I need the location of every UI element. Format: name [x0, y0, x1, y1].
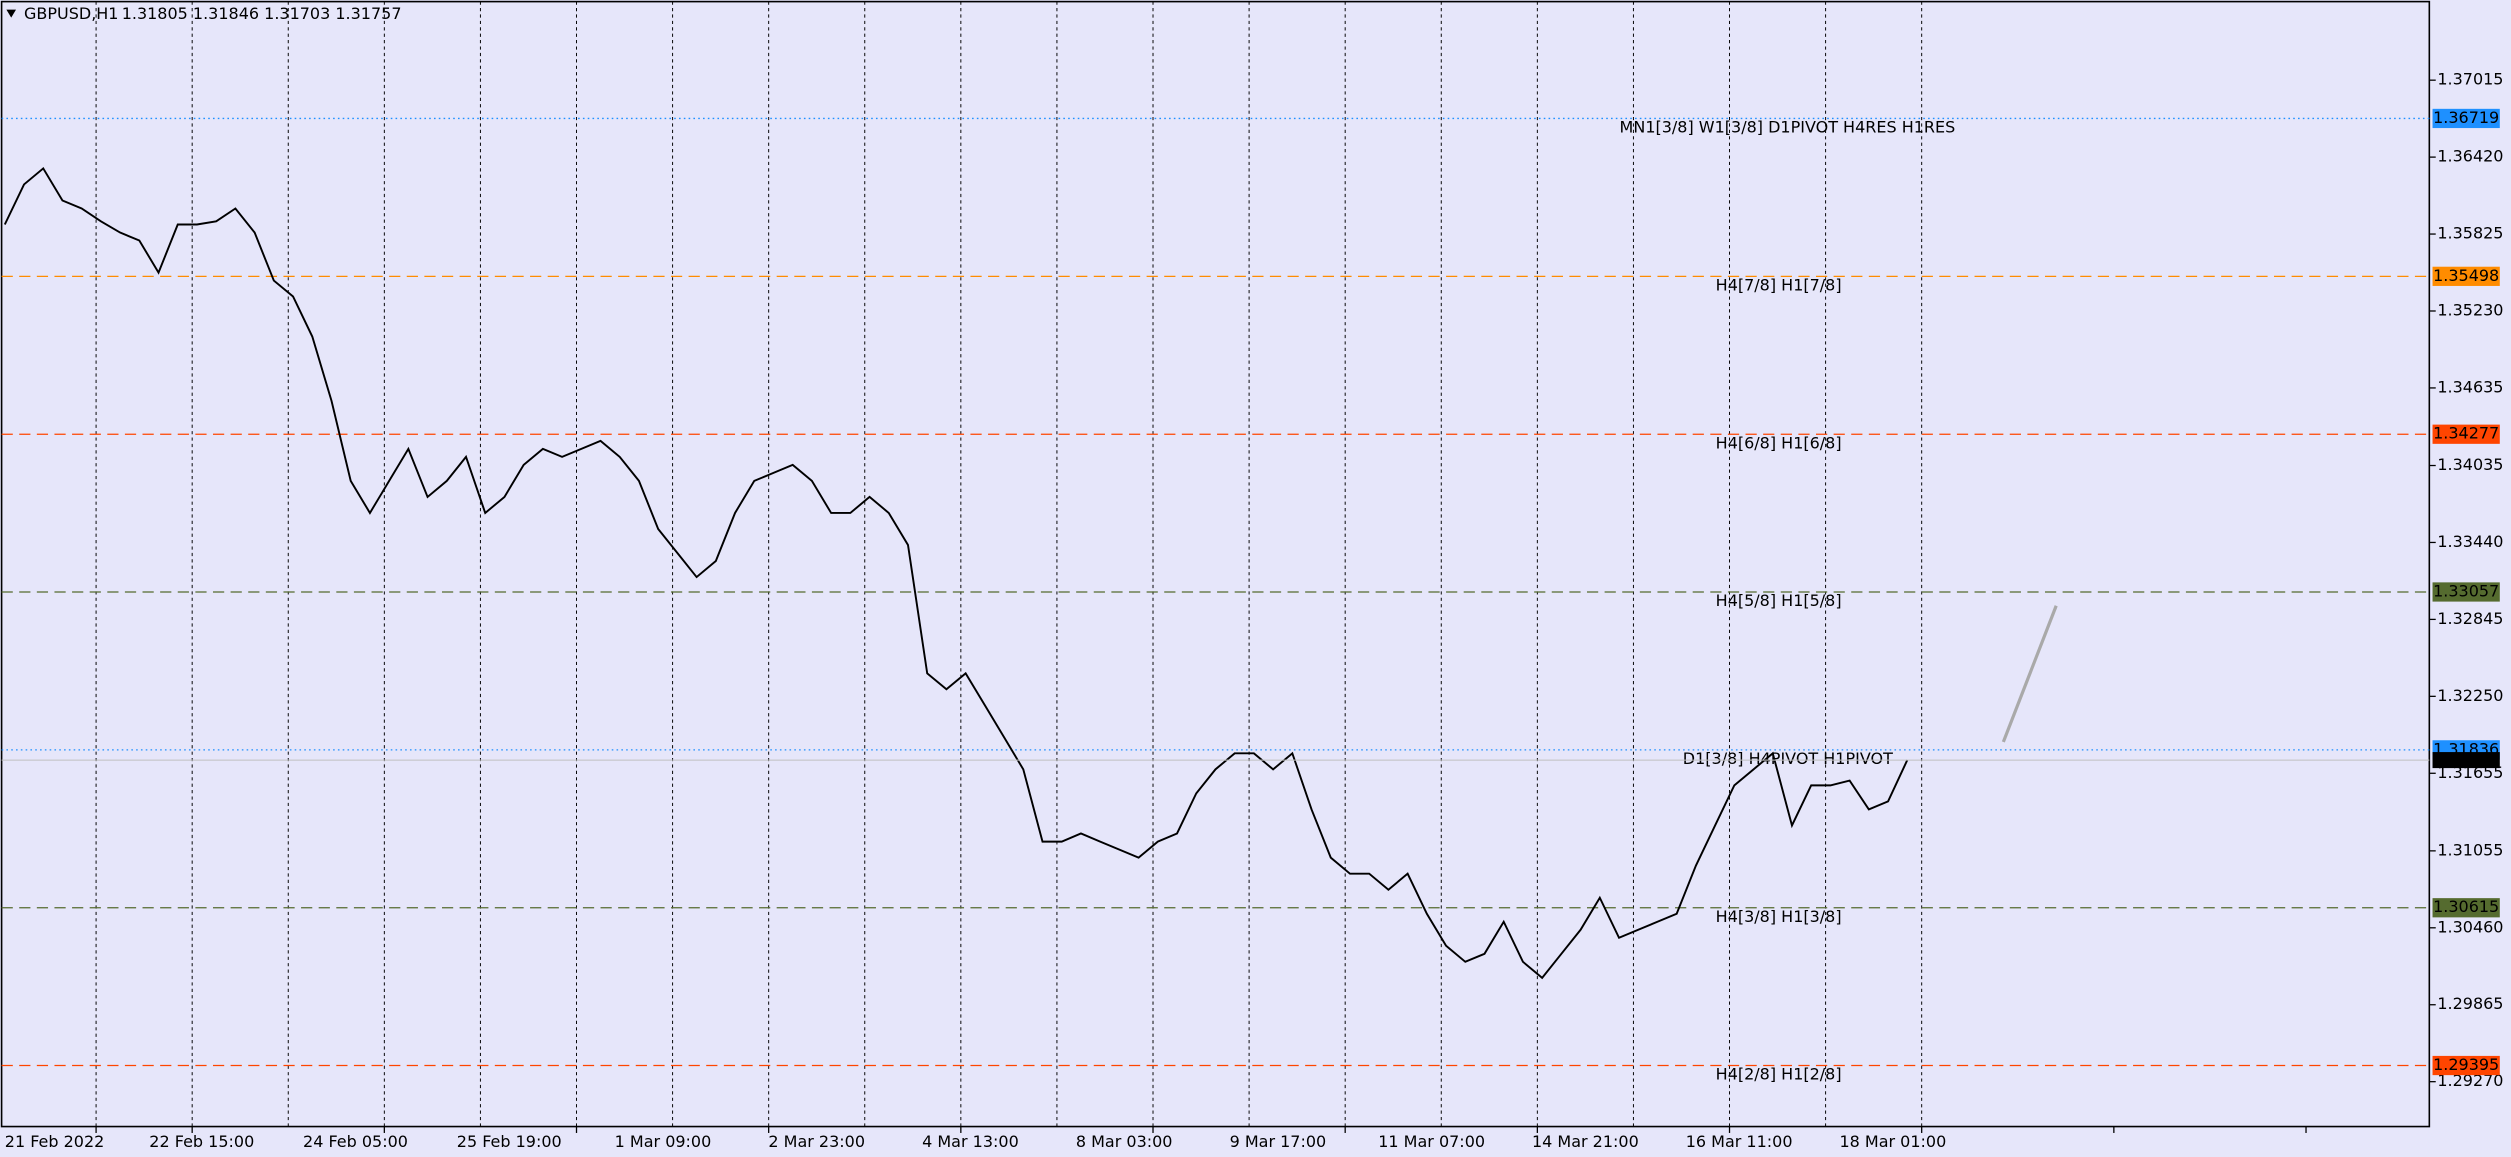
- level-tag: [2432, 424, 2500, 444]
- y-tick-label: 1.32250: [2437, 686, 2503, 705]
- y-tick-label: 1.34635: [2437, 377, 2503, 396]
- y-tick-label: 1.29865: [2437, 994, 2503, 1013]
- symbol: GBPUSD,H1: [24, 4, 118, 23]
- level-tag-label: 1.29395: [2433, 1055, 2499, 1074]
- trend-line: [2001, 605, 2058, 743]
- level-label: D1[3/8] H4PIVOT H1PIVOT: [1683, 749, 1893, 768]
- price-line: [3, 166, 1909, 980]
- x-tick-label: 18 Mar 01:00: [1839, 1132, 1946, 1151]
- x-tick-label: 22 Feb 15:00: [149, 1132, 254, 1151]
- y-tick-label: 1.31055: [2437, 840, 2503, 859]
- y-tick-label: 1.35825: [2437, 224, 2503, 243]
- level-tag-label: 1.33057: [2433, 581, 2499, 600]
- level-label: H4[2/8] H1[2/8]: [1716, 1065, 1842, 1084]
- x-tick-label: 8 Mar 03:00: [1076, 1132, 1173, 1151]
- y-tick-label: 1.34035: [2437, 455, 2503, 474]
- y-tick-label: 1.29270: [2437, 1071, 2503, 1090]
- level-tag-label: 1.34277: [2433, 424, 2499, 443]
- y-tick-label: 1.37015: [2437, 70, 2503, 89]
- level-tag-label: 1.35498: [2433, 266, 2499, 285]
- x-tick-label: 1 Mar 09:00: [615, 1132, 712, 1151]
- level-tag-label: 1.30615: [2433, 897, 2499, 916]
- plot-frame: [0, 0, 2431, 1128]
- last-price-label: 1.31757: [2433, 750, 2499, 769]
- level-label: H4[7/8] H1[7/8]: [1716, 275, 1842, 294]
- last-price-tag: [2432, 752, 2500, 769]
- level-tag: [2432, 582, 2500, 602]
- level-tag: [2432, 898, 2500, 918]
- x-tick-label: 11 Mar 07:00: [1378, 1132, 1485, 1151]
- level-label: H4[5/8] H1[5/8]: [1716, 591, 1842, 610]
- y-tick-label: 1.35230: [2437, 300, 2503, 319]
- y-tick-label: 1.36420: [2437, 147, 2503, 166]
- x-tick-label: 4 Mar 13:00: [922, 1132, 1019, 1151]
- y-tick-label: 1.30460: [2437, 917, 2503, 936]
- x-tick-label: 9 Mar 17:00: [1230, 1132, 1327, 1151]
- y-tick-label: 1.33440: [2437, 532, 2503, 551]
- x-tick-label: 25 Feb 19:00: [457, 1132, 562, 1151]
- y-tick-label: 1.32845: [2437, 609, 2503, 628]
- level-tag: [2432, 108, 2500, 129]
- ohlc: 1.31805 1.31846 1.31703 1.31757: [122, 4, 402, 23]
- level-tag: [2432, 266, 2500, 286]
- x-tick-label: 21 Feb 2022: [5, 1132, 105, 1151]
- x-tick-label: 14 Mar 21:00: [1532, 1132, 1639, 1151]
- level-tag: [2432, 1055, 2500, 1076]
- level-label: H4[6/8] H1[6/8]: [1716, 433, 1842, 452]
- menu-arrow[interactable]: [6, 9, 17, 18]
- x-tick-label: 24 Feb 05:00: [303, 1132, 408, 1151]
- level-label: MN1[3/8] W1[3/8] D1PIVOT H4RES H1RES: [1620, 118, 1956, 137]
- level-label: H4[3/8] H1[3/8]: [1716, 907, 1842, 926]
- x-tick-label: 16 Mar 11:00: [1686, 1132, 1793, 1151]
- x-tick-label: 2 Mar 23:00: [768, 1132, 865, 1151]
- level-tag-label: 1.36719: [2433, 108, 2499, 127]
